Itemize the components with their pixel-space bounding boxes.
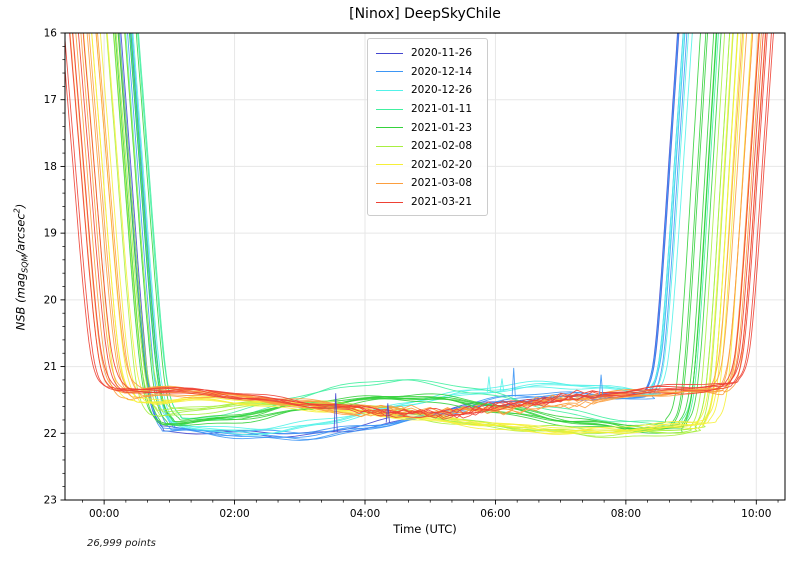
y-axis-label: NSB (magSQM/arcsec2) [12, 203, 30, 331]
data-line-2021-03-21 [82, 33, 760, 420]
data-line-2020-12-26 [132, 33, 684, 436]
data-line-2021-03-21 [72, 33, 767, 419]
data-spike [599, 374, 604, 395]
data-line-2021-02-20 [95, 33, 739, 434]
legend-label: 2021-01-23 [411, 121, 473, 134]
y-tick-label: 22 [44, 428, 57, 440]
axis-frame [64, 32, 786, 501]
y-tick-label: 23 [44, 495, 57, 507]
legend-label: 2021-02-20 [411, 158, 473, 171]
x-tick-label: 08:00 [611, 508, 641, 520]
legend-swatch [376, 164, 403, 166]
legend-item: 2020-12-26 [376, 81, 479, 100]
x-tick-label: 06:00 [480, 508, 510, 520]
legend-label: 2021-03-08 [411, 177, 473, 190]
legend-item: 2021-01-11 [376, 100, 479, 119]
legend-swatch [376, 145, 403, 147]
legend-item: 2021-02-08 [376, 137, 479, 156]
y-tick-label: 17 [44, 94, 57, 106]
legend-swatch [376, 108, 403, 110]
tick-labels: 00:00 02:00 04:00 06:00 08:00 10:00 16 17 18 19 20… [44, 28, 772, 521]
legend-item: 2021-02-20 [376, 156, 479, 175]
legend-item: 2021-01-23 [376, 118, 479, 137]
y-tick-label: 20 [44, 294, 57, 306]
data-line-2021-03-08 [88, 33, 754, 413]
legend-item: 2021-03-08 [376, 174, 479, 193]
data-line-2020-12-14 [119, 33, 688, 440]
data-line-2021-01-23 [135, 33, 701, 426]
legend: 2020-11-26 2020-12-14 2020-12-26 2021-01-11… [367, 38, 488, 217]
legend-label: 2020-11-26 [411, 47, 473, 60]
legend-swatch [376, 127, 403, 129]
legend-swatch [376, 71, 403, 73]
legend-item: 2020-11-26 [376, 44, 479, 63]
legend-swatch [376, 52, 403, 54]
legend-label: 2020-12-26 [411, 84, 473, 97]
points-annotation: 26,999 points [87, 538, 156, 549]
data-spike [499, 378, 505, 391]
legend-item: 2020-12-14 [376, 63, 479, 82]
x-tick-label: 00:00 [89, 508, 119, 520]
x-axis-label: Time (UTC) [393, 522, 457, 536]
chart-title: [Ninox] DeepSkyChile [349, 6, 501, 22]
data-spike [486, 376, 491, 392]
data-spike [511, 367, 516, 397]
x-tick-label: 04:00 [350, 508, 380, 520]
data-lines [65, 33, 774, 441]
x-tick-label: 10:00 [741, 508, 771, 520]
legend-label: 2021-03-21 [411, 196, 473, 209]
data-line-2021-03-21 [77, 33, 764, 415]
y-tick-label: 16 [44, 28, 58, 40]
y-tick-label: 18 [44, 161, 57, 173]
legend-label: 2021-01-11 [411, 103, 473, 116]
x-tick-label: 02:00 [219, 508, 249, 520]
data-line-2021-02-20 [83, 33, 753, 433]
legend-label: 2020-12-14 [411, 65, 473, 78]
legend-label: 2021-02-08 [411, 140, 473, 153]
legend-swatch [376, 201, 403, 203]
data-spike [385, 403, 390, 423]
data-line-2021-02-20 [91, 33, 745, 431]
legend-swatch [376, 89, 403, 91]
y-tick-label: 21 [44, 361, 57, 373]
legend-swatch [376, 182, 403, 184]
y-tick-label: 19 [44, 228, 57, 240]
legend-item: 2021-03-21 [376, 193, 479, 212]
data-spike [333, 393, 338, 433]
data-line-2020-12-26 [125, 33, 693, 435]
